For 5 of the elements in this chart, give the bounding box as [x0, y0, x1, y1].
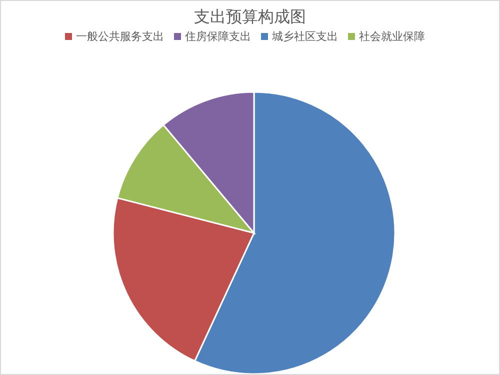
- legend-label: 一般公共服务支出: [76, 30, 164, 43]
- legend-label: 住房保障支出: [185, 30, 251, 43]
- legend-label: 社会就业保障: [359, 30, 425, 43]
- chart-title: 支出预算构成图: [193, 7, 307, 28]
- legend-label: 城乡社区支出: [272, 30, 338, 43]
